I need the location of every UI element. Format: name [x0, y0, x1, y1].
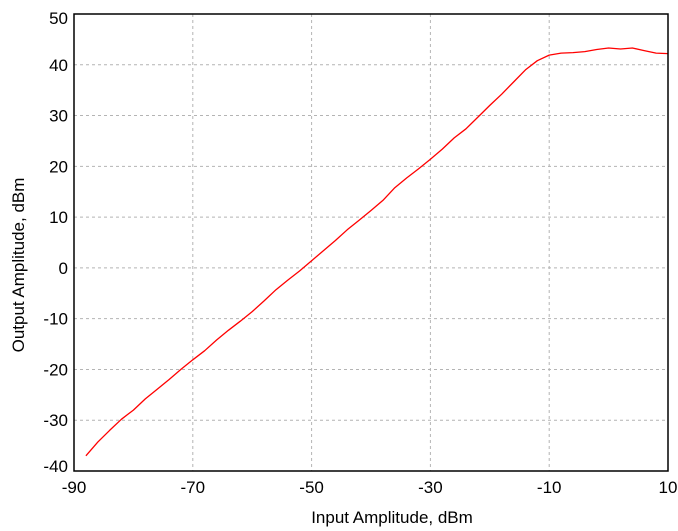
- y-tick-label: 30: [49, 107, 68, 126]
- y-tick-label: 50: [49, 9, 68, 28]
- y-axis-title: Output Amplitude, dBm: [9, 178, 28, 353]
- x-tick-label: 10: [659, 478, 678, 497]
- y-tick-label: -30: [43, 411, 68, 430]
- y-axis-tick-labels: -40 -30 -20 -10 0 10 20 30 40 50: [43, 9, 68, 476]
- x-axis-tick-labels: -90 -70 -50 -30 -10 10: [62, 478, 678, 497]
- series-layer: [85, 47, 669, 457]
- y-tick-label: 10: [49, 208, 68, 227]
- y-tick-label: -20: [43, 360, 68, 379]
- grid-lines: [74, 14, 668, 471]
- x-axis-title: Input Amplitude, dBm: [311, 508, 473, 527]
- y-tick-label: -10: [43, 310, 68, 329]
- y-tick-label: 20: [49, 157, 68, 176]
- x-tick-label: -10: [537, 478, 562, 497]
- x-tick-label: -50: [299, 478, 324, 497]
- y-tick-label: 40: [49, 56, 68, 75]
- y-tick-label: -40: [43, 457, 68, 476]
- x-tick-label: -30: [418, 478, 443, 497]
- series-line: [85, 47, 669, 457]
- plot-area-frame: [73, 13, 669, 472]
- x-tick-label: -70: [181, 478, 206, 497]
- x-tick-label: -90: [62, 478, 87, 497]
- y-tick-label: 0: [59, 259, 68, 278]
